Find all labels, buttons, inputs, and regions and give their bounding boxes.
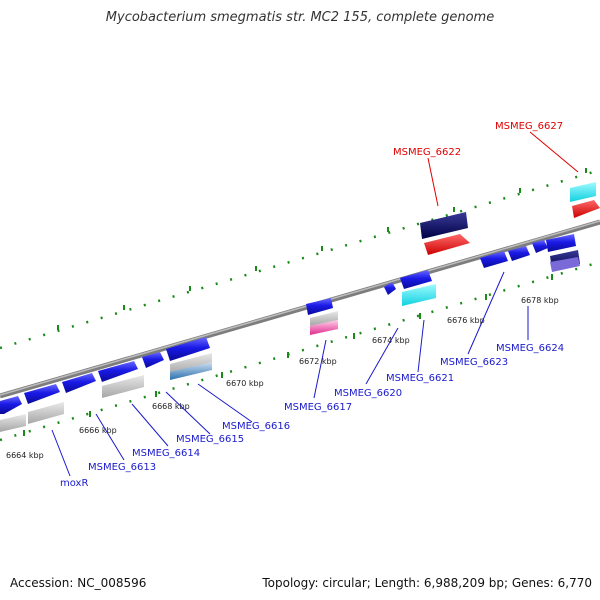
leader-6614 <box>131 403 169 447</box>
pink-feature[interactable] <box>310 320 338 335</box>
gene-arrow[interactable] <box>98 361 138 382</box>
leader-6616 <box>197 383 253 423</box>
gene-arrow[interactable] <box>62 373 96 393</box>
rna-feature[interactable] <box>102 375 144 398</box>
red-feature[interactable] <box>424 234 470 255</box>
cyan-feature[interactable] <box>402 284 436 306</box>
scale-label-6664: 6664 kbp <box>6 451 44 460</box>
inner-ticks <box>23 274 553 436</box>
gene-arrow[interactable] <box>546 234 576 252</box>
forward-gene-row <box>0 234 576 414</box>
rna-feature[interactable] <box>310 311 338 326</box>
gene-label-6621[interactable]: MSMEG_6621 <box>386 373 454 384</box>
gene-arrow[interactable] <box>400 270 432 289</box>
outer-ticks <box>57 168 587 330</box>
rna-feature[interactable] <box>28 402 64 424</box>
gene-label-6613[interactable]: MSMEG_6613 <box>88 462 156 473</box>
gene-arrow[interactable] <box>142 352 164 368</box>
gene-arrow[interactable] <box>306 298 333 315</box>
purple-feature[interactable] <box>550 257 580 272</box>
leader-6623 <box>467 271 505 355</box>
scale-label-6668: 6668 kbp <box>152 402 190 411</box>
leader-6627 <box>529 131 579 173</box>
scale-label-6678: 6678 kbp <box>521 296 559 305</box>
accession-text: Accession: NC_008596 <box>10 576 147 590</box>
gene-label-6624[interactable]: MSMEG_6624 <box>496 343 564 354</box>
gene-arrow[interactable] <box>0 396 22 414</box>
gene-arrow[interactable] <box>508 246 530 261</box>
gene-arrow[interactable] <box>384 282 396 295</box>
rna-feature[interactable] <box>0 414 26 432</box>
gene-arrow[interactable] <box>166 337 210 361</box>
gene-label-6614[interactable]: MSMEG_6614 <box>132 448 200 459</box>
secondary-feature-row <box>0 182 600 432</box>
cyan-feature[interactable] <box>570 182 596 202</box>
scale-label-6666: 6666 kbp <box>79 426 117 435</box>
gene-arrow[interactable] <box>532 240 548 253</box>
gene-label-6617[interactable]: MSMEG_6617 <box>284 402 352 413</box>
red-feature[interactable] <box>572 200 600 218</box>
scale-label-6672: 6672 kbp <box>299 357 337 366</box>
gene-label-moxR[interactable]: moxR <box>60 478 88 489</box>
gene-label-6622[interactable]: MSMEG_6622 <box>393 147 461 158</box>
genome-title: Mycobacterium smegmatis str. MC2 155, co… <box>105 10 495 25</box>
gene-arrow[interactable] <box>480 251 508 268</box>
navy-feature[interactable] <box>420 212 468 239</box>
genome-backbone <box>0 219 600 399</box>
rna-feature[interactable] <box>170 353 212 374</box>
leader-6622 <box>427 157 439 207</box>
steel-feature[interactable] <box>170 362 212 380</box>
genome-summary-text: Topology: circular; Length: 6,988,209 bp… <box>262 576 592 590</box>
leader-6615 <box>165 391 211 435</box>
leader-6621 <box>417 319 425 373</box>
genome-backbone-highlight <box>0 220 600 396</box>
leader-6620 <box>365 327 399 385</box>
leader-moxR <box>51 429 71 477</box>
gene-arrow[interactable] <box>24 384 60 404</box>
outer-scale-dotted-line <box>0 168 600 350</box>
scale-label-6670: 6670 kbp <box>226 379 264 388</box>
leader-6617 <box>313 339 327 399</box>
gene-label-6623[interactable]: MSMEG_6623 <box>440 357 508 368</box>
gene-label-6616[interactable]: MSMEG_6616 <box>222 421 290 432</box>
gene-label-6620[interactable]: MSMEG_6620 <box>334 388 402 399</box>
gene-label-6615[interactable]: MSMEG_6615 <box>176 434 244 445</box>
gene-labels: moxR MSMEG_6613 MSMEG_6614 MSMEG_6615 MS… <box>60 121 564 489</box>
leader-6613 <box>95 413 125 461</box>
gene-label-6627[interactable]: MSMEG_6627 <box>495 121 563 132</box>
scale-label-6676: 6676 kbp <box>447 316 485 325</box>
label-leader-lines <box>51 131 579 477</box>
